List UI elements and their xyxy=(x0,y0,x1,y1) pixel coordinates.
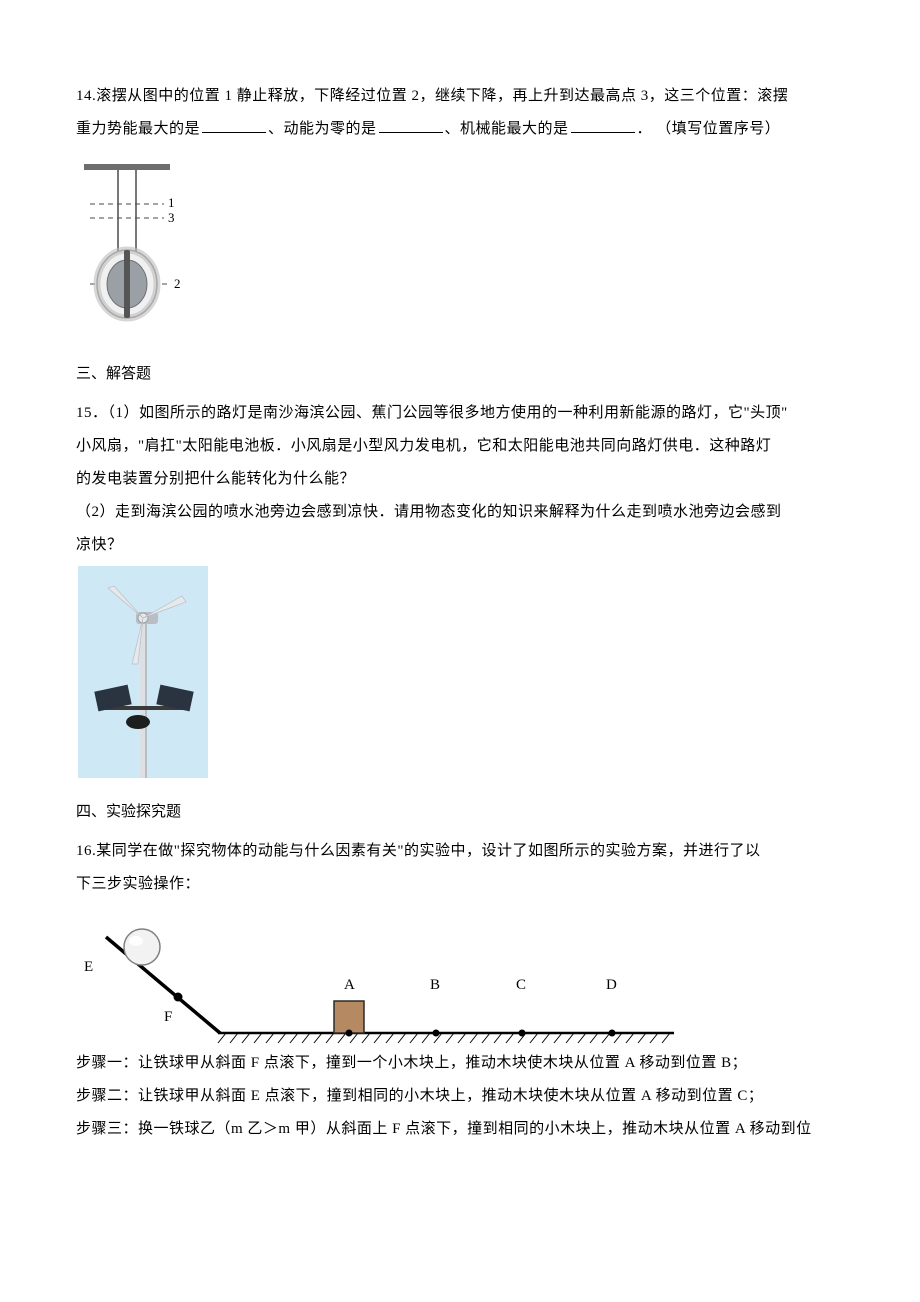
blank-2 xyxy=(379,118,443,133)
q15-l5: 凉快？ xyxy=(76,529,844,562)
q14-l2c: 、机械能最大的是 xyxy=(445,121,569,137)
section-4-title: 四、实验探究题 xyxy=(76,796,844,829)
q14-line2: 重力势能最大的是 、动能为零的是 、机械能最大的是 ． （填写位置序号） xyxy=(76,113,844,146)
q16-l1: 16.某同学在做"探究物体的动能与什么因素有关"的实验中，设计了如图所示的实验方… xyxy=(76,835,844,868)
q14-l2b: 、动能为零的是 xyxy=(268,121,377,137)
q16-s3: 步骤三：换一铁球乙（m 乙＞m 甲）从斜面上 F 点滚下，撞到相同的小木块上，推… xyxy=(76,1113,844,1146)
section-3-title: 三、解答题 xyxy=(76,358,844,391)
q15-l3: 的发电装置分别把什么能转化为什么能？ xyxy=(76,463,844,496)
svg-text:2: 2 xyxy=(174,276,181,291)
q15-l4: （2）走到海滨公园的喷水池旁边会感到凉快．请用物态变化的知识来解释为什么走到喷水… xyxy=(76,496,844,529)
blank-1 xyxy=(202,118,266,133)
svg-text:1: 1 xyxy=(168,195,175,210)
q16-l2: 下三步实验操作： xyxy=(76,868,844,901)
svg-text:C: C xyxy=(516,977,526,993)
q15-l2: 小风扇，"肩扛"太阳能电池板．小风扇是小型风力发电机，它和太阳能电池共同向路灯供… xyxy=(76,430,844,463)
q16-s2: 步骤二：让铁球甲从斜面 E 点滚下，撞到相同的小木块上，推动木块使木块从位置 A… xyxy=(76,1080,844,1113)
svg-text:F: F xyxy=(164,1009,172,1025)
svg-text:B: B xyxy=(430,977,440,993)
svg-text:3: 3 xyxy=(168,210,175,225)
svg-text:A: A xyxy=(344,977,355,993)
q14-l2a: 重力势能最大的是 xyxy=(76,121,200,137)
svg-text:D: D xyxy=(606,977,617,993)
q14-l2d: ． （填写位置序号） xyxy=(637,121,781,137)
blank-3 xyxy=(571,118,635,133)
q16-s1: 步骤一：让铁球甲从斜面 F 点滚下，撞到一个小木块上，推动木块使木块从位置 A … xyxy=(76,1047,844,1080)
figure-turbine xyxy=(78,566,208,778)
svg-text:E: E xyxy=(84,959,93,975)
figure-pendulum: 1 3 2 xyxy=(78,160,182,340)
q15-l1: 15．（1）如图所示的路灯是南沙海滨公园、蕉门公园等很多地方使用的一种利用新能源… xyxy=(76,397,844,430)
figure-ramp: E F A B C D xyxy=(78,913,676,1045)
q14-line1: 14.滚摆从图中的位置 1 静止释放，下降经过位置 2，继续下降，再上升到达最高… xyxy=(76,80,844,113)
